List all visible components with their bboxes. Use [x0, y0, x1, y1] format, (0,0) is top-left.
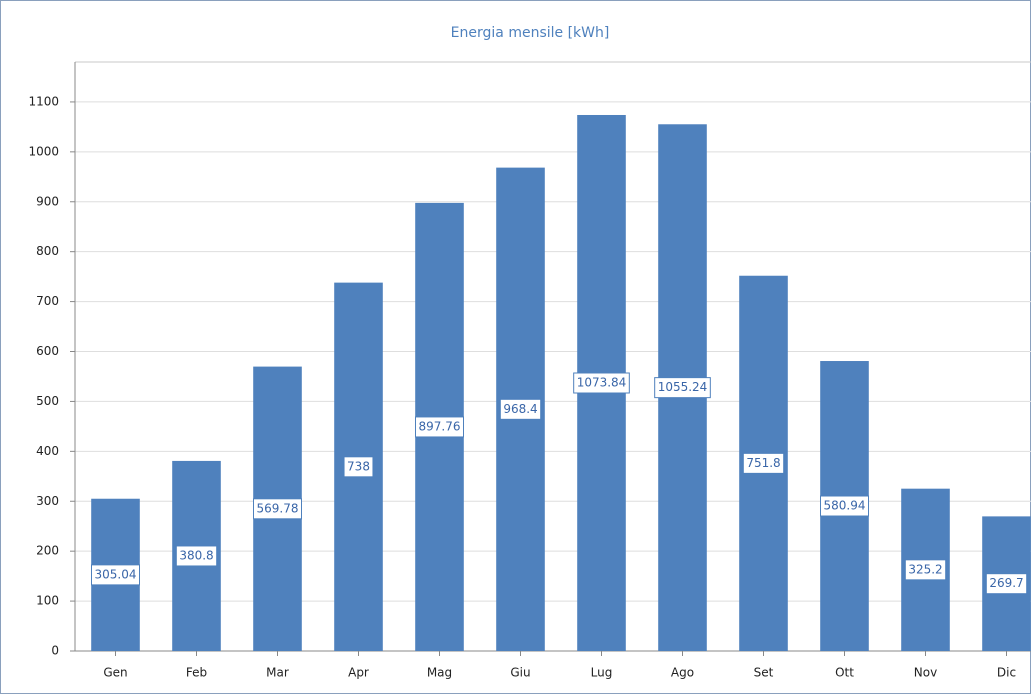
- y-tick-label: 500: [36, 394, 59, 408]
- value-label-box: [820, 495, 869, 517]
- y-tick-label: 900: [36, 194, 59, 208]
- y-tick-label: 100: [36, 594, 59, 608]
- x-tick-label: Giu: [510, 666, 530, 680]
- y-tick-label: 1000: [28, 144, 59, 158]
- chart-title: Energia mensile [kWh]: [451, 25, 610, 41]
- x-tick-label: Ago: [671, 666, 694, 680]
- y-tick-label: 300: [36, 494, 59, 508]
- value-label: 325.2: [908, 562, 942, 576]
- value-label: 580.94: [824, 499, 866, 513]
- value-label: 751.8: [746, 456, 780, 470]
- value-label-box: [415, 416, 464, 438]
- y-tick-label: 1100: [28, 94, 59, 108]
- y-tick-label: 400: [36, 444, 59, 458]
- x-tick-label: Feb: [186, 666, 207, 680]
- y-tick-label: 600: [36, 344, 59, 358]
- value-label-box: [499, 398, 542, 420]
- x-tick-label: Nov: [914, 666, 937, 680]
- y-tick-label: 700: [36, 294, 59, 308]
- value-label: 305.04: [95, 567, 137, 581]
- value-label-box: [573, 372, 630, 394]
- value-label-box: [343, 456, 374, 478]
- value-label: 380.8: [179, 548, 213, 562]
- value-label-box: [175, 545, 218, 567]
- value-label: 569.78: [257, 501, 299, 515]
- x-tick-label: Apr: [348, 666, 369, 680]
- value-label: 897.76: [419, 419, 461, 433]
- y-tick-label: 0: [51, 644, 59, 658]
- value-label: 738: [347, 459, 370, 473]
- value-label-box: [654, 377, 711, 399]
- value-label: 269.7: [989, 576, 1023, 590]
- value-label-box: [985, 573, 1028, 595]
- value-label: 1073.84: [577, 375, 627, 389]
- value-label-box: [904, 559, 947, 581]
- y-tick-label: 800: [36, 244, 59, 258]
- value-label-box: [253, 498, 302, 520]
- value-label: 1055.24: [658, 380, 708, 394]
- value-label-box: [91, 564, 140, 586]
- x-tick-label: Dic: [997, 666, 1016, 680]
- x-tick-label: Ott: [835, 666, 854, 680]
- x-tick-label: Mar: [266, 666, 289, 680]
- y-tick-label: 200: [36, 544, 59, 558]
- x-tick-label: Gen: [103, 666, 127, 680]
- value-label: 968.4: [503, 402, 537, 416]
- value-label-box: [742, 452, 785, 474]
- x-tick-label: Mag: [427, 666, 452, 680]
- x-tick-label: Set: [754, 666, 774, 680]
- x-tick-label: Lug: [591, 666, 613, 680]
